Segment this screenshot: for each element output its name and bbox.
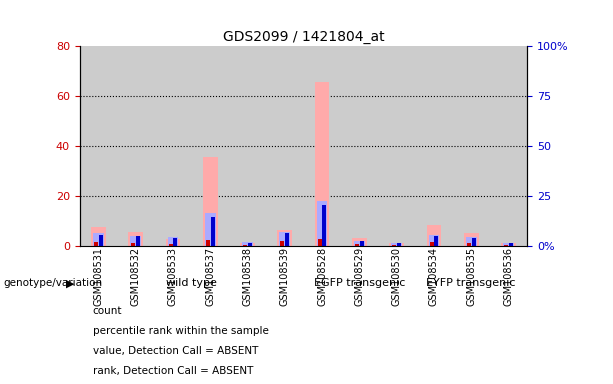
- Bar: [99, 235, 103, 246]
- Bar: [240, 243, 255, 246]
- Bar: [360, 241, 364, 246]
- Bar: [280, 241, 284, 246]
- Bar: [471, 238, 476, 246]
- Bar: [314, 82, 329, 246]
- Bar: [285, 233, 289, 246]
- Bar: [352, 238, 367, 246]
- Bar: [397, 243, 401, 246]
- Bar: [464, 233, 479, 246]
- Bar: [248, 243, 252, 246]
- Bar: [303, 46, 341, 246]
- Bar: [428, 235, 440, 246]
- Text: genotype/variation: genotype/variation: [3, 278, 102, 288]
- Bar: [191, 46, 229, 246]
- Bar: [317, 201, 327, 246]
- Bar: [206, 240, 210, 246]
- Bar: [130, 236, 141, 246]
- Bar: [91, 227, 105, 246]
- Bar: [203, 157, 218, 246]
- Bar: [430, 242, 433, 246]
- Bar: [131, 243, 135, 246]
- Bar: [466, 237, 477, 246]
- Bar: [210, 217, 215, 246]
- Bar: [266, 46, 303, 246]
- Bar: [128, 232, 143, 246]
- Text: rank, Detection Call = ABSENT: rank, Detection Call = ABSENT: [93, 366, 253, 376]
- Title: GDS2099 / 1421804_at: GDS2099 / 1421804_at: [223, 30, 384, 44]
- Bar: [434, 236, 438, 246]
- Bar: [341, 46, 378, 246]
- Text: value, Detection Call = ABSENT: value, Detection Call = ABSENT: [93, 346, 258, 356]
- Text: wild type: wild type: [166, 278, 217, 288]
- Bar: [280, 232, 290, 246]
- Bar: [389, 243, 404, 246]
- Bar: [503, 243, 514, 246]
- Bar: [501, 243, 516, 246]
- Text: EYFP transgenic: EYFP transgenic: [427, 278, 516, 288]
- Bar: [427, 225, 441, 246]
- Bar: [93, 233, 104, 246]
- Text: count: count: [93, 306, 122, 316]
- Text: percentile rank within the sample: percentile rank within the sample: [93, 326, 268, 336]
- Bar: [467, 243, 471, 246]
- Bar: [242, 242, 253, 246]
- Bar: [355, 244, 359, 246]
- Bar: [504, 245, 508, 246]
- Bar: [205, 214, 216, 246]
- Bar: [80, 46, 117, 246]
- Bar: [94, 242, 98, 246]
- Bar: [229, 46, 266, 246]
- Bar: [169, 244, 173, 246]
- Bar: [136, 236, 140, 246]
- Bar: [166, 239, 180, 246]
- Bar: [154, 46, 191, 246]
- Bar: [173, 238, 177, 246]
- Text: EGFP transgenic: EGFP transgenic: [314, 278, 405, 288]
- Bar: [509, 243, 513, 246]
- Bar: [392, 245, 397, 246]
- Bar: [416, 46, 452, 246]
- Bar: [391, 243, 402, 246]
- Bar: [243, 245, 247, 246]
- Bar: [167, 237, 178, 246]
- Bar: [452, 46, 490, 246]
- Bar: [278, 230, 292, 246]
- Bar: [322, 205, 327, 246]
- Bar: [490, 46, 527, 246]
- Bar: [318, 239, 322, 246]
- Text: ▶: ▶: [66, 278, 75, 288]
- Bar: [354, 241, 365, 246]
- Bar: [117, 46, 154, 246]
- Bar: [378, 46, 415, 246]
